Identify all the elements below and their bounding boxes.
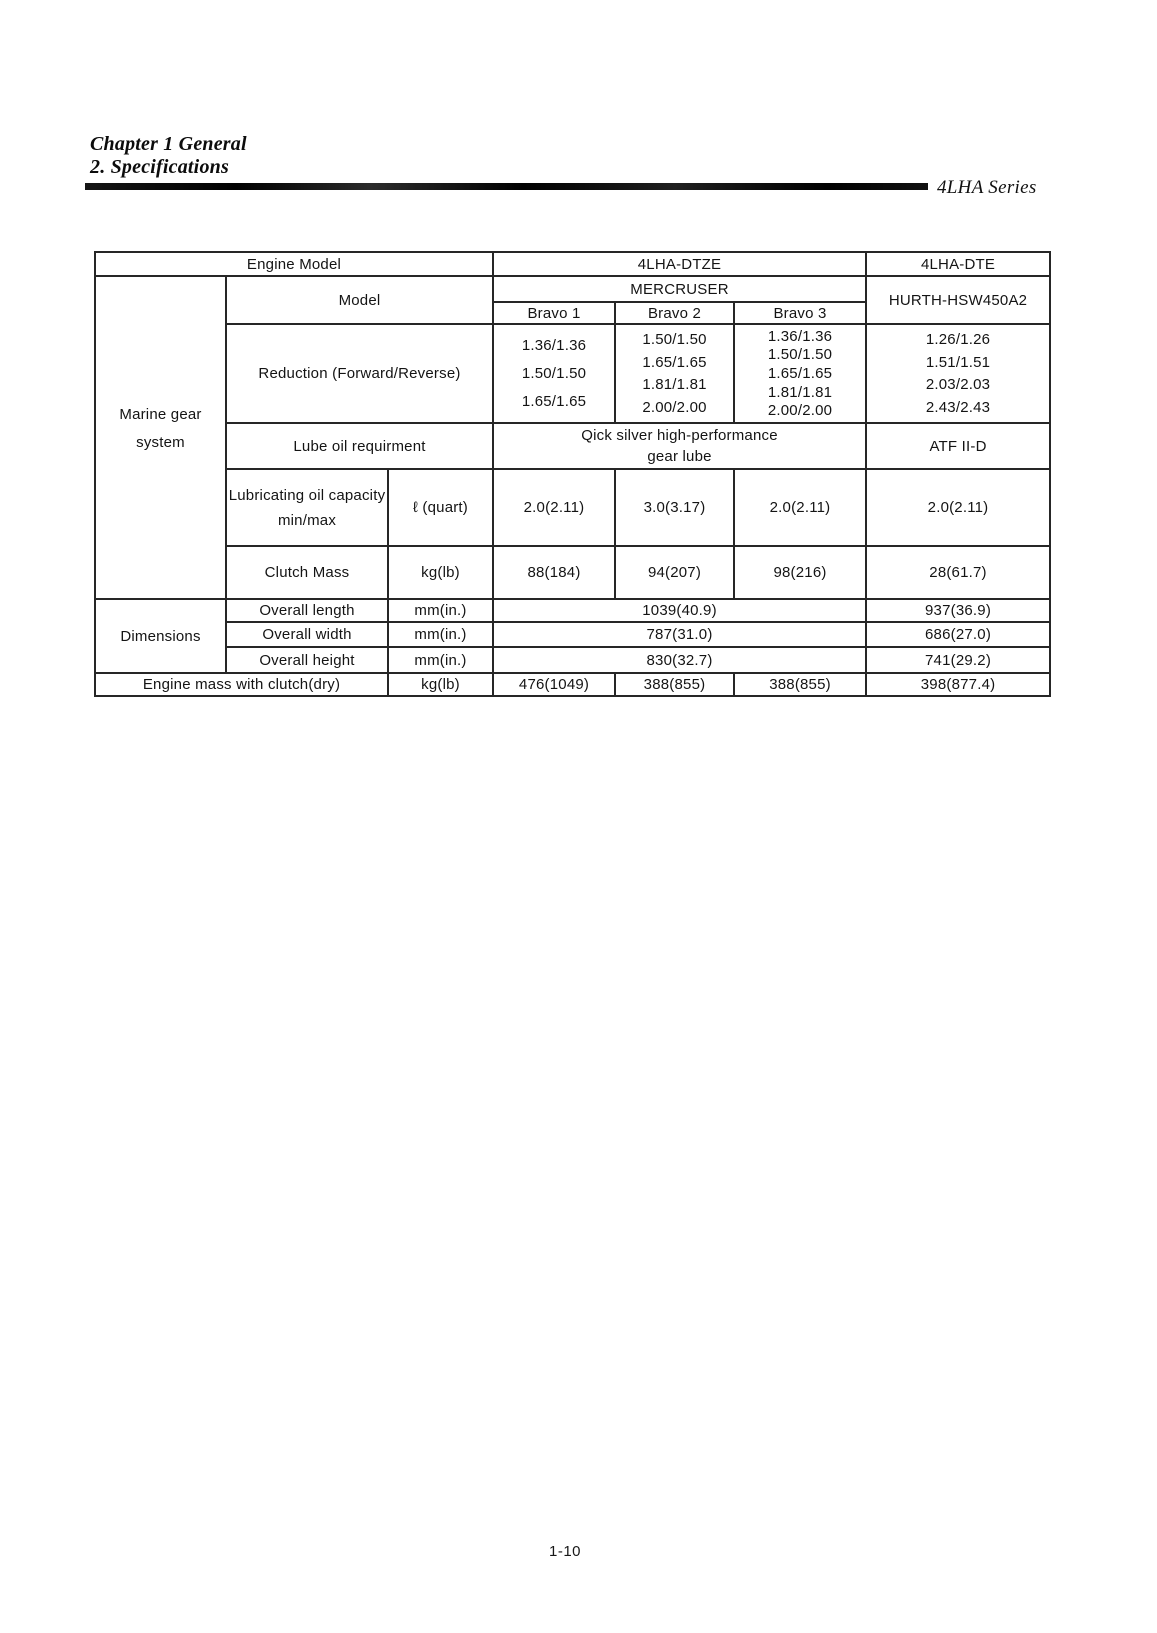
- section-title: 2. Specifications: [90, 156, 229, 178]
- overall-width-dtze: 787(31.0): [491, 621, 868, 648]
- dimensions-label: Dimensions: [94, 598, 227, 674]
- clutch-mass-unit: kg(lb): [387, 545, 494, 600]
- clutch-mass-bravo3: 98(216): [732, 545, 868, 600]
- engine-mass-dte: 398(877.4): [865, 672, 1052, 697]
- marine-gear-system-label: Marine gear system: [94, 275, 227, 600]
- marine-gear-line1: Marine gear: [119, 405, 202, 423]
- overall-length-dtze: 1039(40.9): [491, 598, 868, 623]
- gear-maker-dte: HURTH-HSW450A2: [865, 275, 1052, 325]
- lub-capacity-dte: 2.0(2.11): [865, 468, 1052, 547]
- overall-height-dte: 741(29.2): [865, 646, 1052, 674]
- clutch-mass-dte: 28(61.7): [865, 545, 1052, 600]
- page-number: 1-10: [548, 1543, 582, 1560]
- engine-mass-unit: kg(lb): [387, 672, 494, 697]
- engine-dte-header: 4LHA-DTE: [865, 251, 1052, 277]
- header-rule: [85, 183, 928, 190]
- chapter-title: Chapter 1 General: [90, 133, 247, 155]
- clutch-mass-bravo2: 94(207): [614, 545, 735, 600]
- bravo3-header: Bravo 3: [732, 301, 868, 325]
- bravo2-header: Bravo 2: [614, 301, 735, 325]
- bravo1-header: Bravo 1: [492, 301, 616, 325]
- reduction-dte-values: 1.26/1.26 1.51/1.51 2.03/2.03 2.43/2.43: [865, 323, 1052, 424]
- engine-mass-bravo2: 388(855): [614, 672, 735, 697]
- lub-capacity-unit: ℓ (quart): [387, 468, 494, 547]
- lub-capacity-bravo3: 2.0(2.11): [732, 468, 868, 547]
- clutch-mass-bravo1: 88(184): [492, 545, 616, 600]
- engine-mass-bravo3: 388(855): [732, 672, 868, 697]
- spec-table: Engine Model 4LHA-DTZE 4LHA-DTE Marine g…: [94, 251, 1052, 697]
- model-row-label: Model: [225, 275, 494, 325]
- overall-height-label: Overall height: [225, 646, 389, 674]
- engine-mass-label: Engine mass with clutch(dry): [94, 672, 389, 697]
- lub-capacity-label: Lubricating oil capacity min/max: [225, 468, 389, 547]
- reduction-label: Reduction (Forward/Reverse): [225, 323, 494, 424]
- lube-oil-dtze-value: Qick silver high-performance gear lube: [491, 422, 868, 470]
- reduction-bravo1-values: 1.36/1.36 1.50/1.50 1.65/1.65: [492, 323, 616, 424]
- lube-oil-label: Lube oil requirment: [225, 422, 494, 470]
- overall-width-unit: mm(in.): [387, 621, 494, 648]
- overall-height-dtze: 830(32.7): [491, 646, 868, 674]
- gear-maker-dtze: MERCRUSER: [491, 275, 868, 303]
- reduction-bravo2-values: 1.50/1.50 1.65/1.65 1.81/1.81 2.00/2.00: [614, 323, 735, 424]
- engine-dtze-header: 4LHA-DTZE: [491, 251, 868, 277]
- overall-height-unit: mm(in.): [387, 646, 494, 674]
- overall-length-unit: mm(in.): [387, 598, 494, 623]
- chapter-heading: Chapter 1 General 2. Specifications: [90, 133, 247, 179]
- series-label: 4LHA Series: [937, 177, 1037, 198]
- overall-width-dte: 686(27.0): [865, 621, 1052, 648]
- lub-capacity-bravo2: 3.0(3.17): [614, 468, 735, 547]
- overall-length-label: Overall length: [225, 598, 389, 623]
- reduction-bravo3-values: 1.36/1.36 1.50/1.50 1.65/1.65 1.81/1.81 …: [732, 323, 868, 424]
- overall-length-dte: 937(36.9): [865, 598, 1052, 623]
- lub-capacity-bravo1: 2.0(2.11): [492, 468, 616, 547]
- overall-width-label: Overall width: [225, 621, 389, 648]
- clutch-mass-label: Clutch Mass: [225, 545, 389, 600]
- marine-gear-line2: system: [136, 433, 185, 451]
- lube-oil-dte-value: ATF II-D: [865, 422, 1052, 470]
- engine-model-label: Engine Model: [94, 251, 494, 277]
- engine-mass-bravo1: 476(1049): [492, 672, 616, 697]
